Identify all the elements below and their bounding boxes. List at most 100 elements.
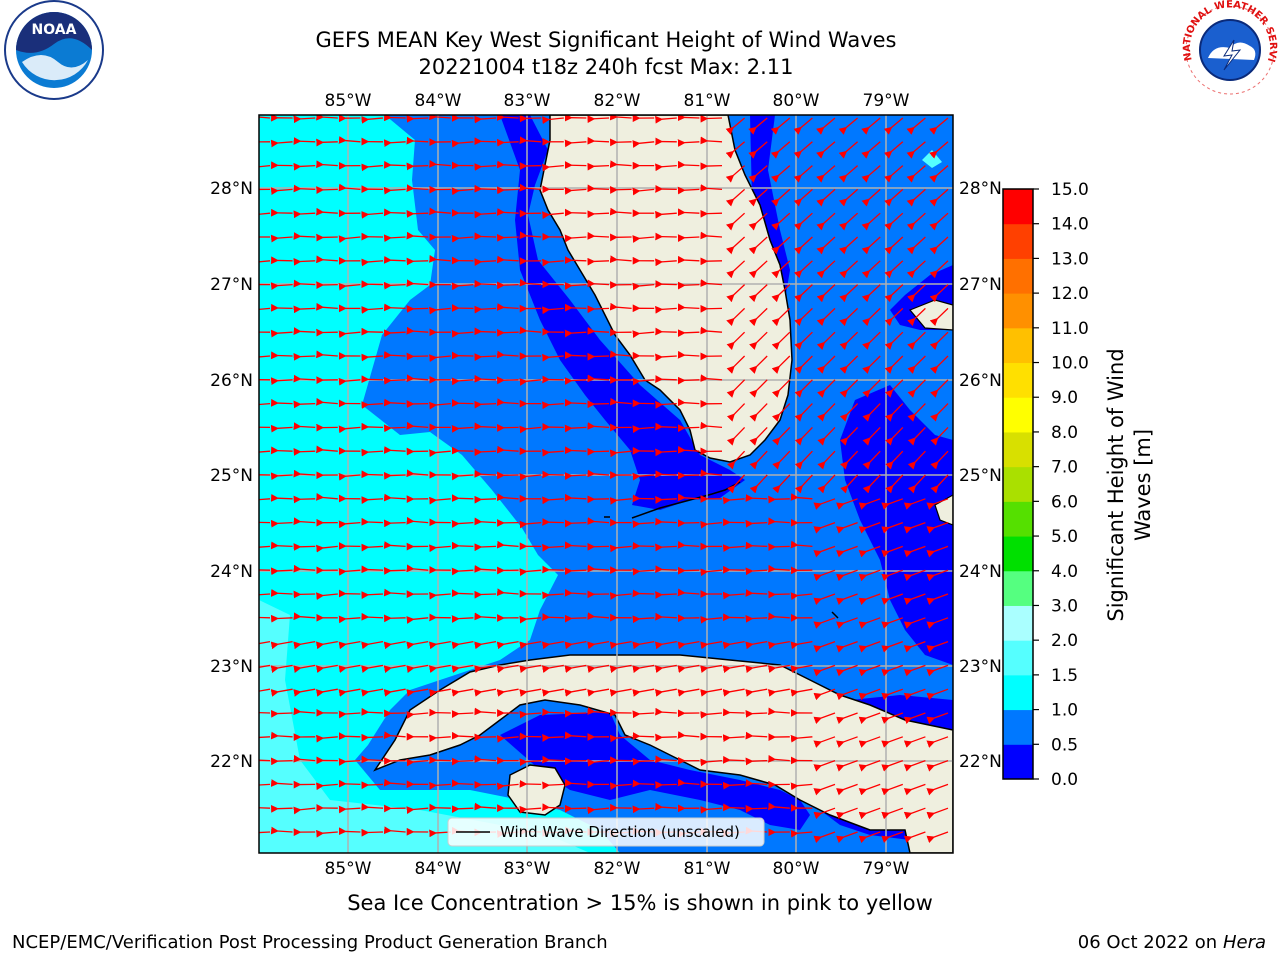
wind-arrow (790, 688, 813, 697)
wind-arrow (749, 450, 768, 470)
wind-arrow (564, 446, 587, 455)
wind-arrow (496, 160, 519, 169)
wind-arrow (881, 617, 904, 629)
wind-arrow (496, 445, 519, 454)
wind-arrow (316, 829, 338, 838)
wind-arrow (474, 210, 497, 219)
wind-arrow (259, 783, 271, 786)
wind-arrow (259, 807, 271, 809)
wind-arrow (858, 736, 881, 748)
colorbar-tick-label: 4.0 (1051, 562, 1078, 582)
wind-arrow (861, 284, 881, 303)
wind-arrow (884, 355, 904, 374)
wind-arrow (383, 256, 406, 264)
wind-arrow (838, 212, 859, 231)
wind-arrow (749, 379, 768, 398)
wind-arrow (542, 116, 564, 124)
wind-arrow (929, 355, 949, 374)
wind-arrow (655, 755, 677, 764)
wind-arrow (884, 188, 904, 207)
wind-arrow (748, 117, 768, 135)
wind-arrow (655, 448, 677, 457)
wind-arrow (903, 783, 926, 796)
wind-arrow (700, 374, 723, 382)
wind-arrow (496, 281, 519, 290)
wind-arrow (929, 236, 949, 255)
wind-arrow (748, 212, 768, 231)
wind-arrow (383, 329, 406, 338)
wind-arrow (858, 640, 881, 653)
lat-label-right: 27°N (959, 275, 1002, 295)
wind-arrow (270, 377, 293, 386)
wind-arrow (861, 307, 881, 327)
wind-arrow (813, 593, 836, 606)
wind-arrow (881, 521, 904, 534)
wind-arrow (316, 592, 338, 600)
wind-arrow (884, 212, 904, 231)
wind-arrow (861, 260, 881, 279)
wind-arrow (293, 469, 316, 478)
wind-arrow (316, 138, 338, 147)
colorbar-tick-label: 11.0 (1051, 319, 1089, 339)
colorbar-segment (1003, 674, 1033, 711)
wind-arrow (587, 612, 610, 620)
wind-arrow (429, 449, 451, 458)
wind-arrow (790, 734, 813, 743)
wind-arrow (926, 593, 949, 606)
wind-arrow (270, 398, 293, 407)
wind-arrow (519, 615, 542, 624)
colorbar-segment (1003, 501, 1033, 537)
wind-arrow (929, 307, 949, 327)
wind-arrow (361, 163, 384, 172)
wind-arrow (725, 165, 746, 183)
wind-arrow (726, 260, 746, 279)
wind-arrow (903, 593, 926, 606)
wind-arrow (474, 543, 497, 552)
wind-arrow (496, 640, 519, 650)
wind-arrow (836, 712, 858, 725)
wind-arrow (632, 688, 655, 697)
wind-arrow (496, 208, 519, 216)
wind-arrow (429, 401, 451, 410)
wind-arrow (677, 398, 700, 407)
wind-arrow (338, 377, 361, 386)
wind-arrow (361, 733, 384, 742)
wind-arrow (839, 236, 859, 255)
wind-arrow (700, 469, 723, 478)
lon-label-bottom: 81°W (684, 859, 731, 879)
wind-arrow (748, 307, 768, 327)
colorbar-segment (1003, 293, 1033, 329)
wind-arrow (727, 474, 746, 494)
wind-arrow (700, 568, 723, 577)
wind-arrow (316, 397, 338, 406)
wind-arrow (929, 117, 949, 135)
wind-arrow (838, 117, 859, 135)
wind-arrow (885, 474, 904, 494)
wind-arrow (748, 236, 768, 255)
wind-arrow (881, 498, 904, 510)
lat-label-left: 24°N (210, 562, 253, 582)
wind-arrow (406, 516, 429, 525)
wind-arrow (564, 424, 587, 433)
wind-arrow (861, 165, 881, 183)
wind-arrow (519, 326, 542, 335)
wind-arrow (677, 329, 700, 337)
wind-arrow (816, 188, 836, 207)
wind-arrow (361, 543, 384, 552)
wind-arrow (836, 736, 858, 748)
wind-arrow (926, 807, 949, 820)
wind-arrow (861, 141, 881, 159)
wind-arrow (338, 520, 361, 529)
wind-arrow (519, 688, 542, 697)
wind-arrow (767, 664, 790, 673)
wind-arrow (451, 541, 474, 550)
wind-arrow (270, 282, 293, 290)
wind-arrow (700, 710, 723, 719)
wind-arrow (496, 493, 519, 502)
wind-arrow (542, 803, 564, 812)
wind-arrow (926, 498, 949, 510)
colorbar (1002, 188, 1034, 780)
colorbar-tick-label: 7.0 (1051, 458, 1078, 478)
noaa-logo: NOAA (4, 0, 104, 100)
wind-arrow (383, 688, 406, 697)
